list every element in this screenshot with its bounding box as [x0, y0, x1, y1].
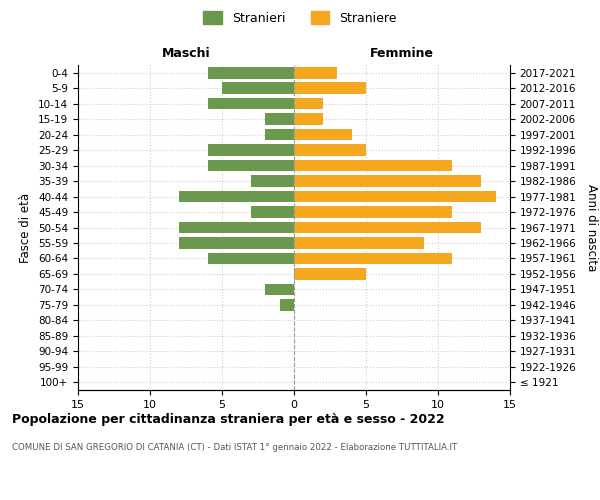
Bar	[208, 67, 294, 78]
Bar	[222, 82, 294, 94]
Bar	[265, 114, 294, 125]
Bar	[294, 98, 323, 110]
Bar	[294, 114, 323, 125]
Bar	[208, 252, 294, 264]
Bar	[294, 252, 452, 264]
Bar	[294, 144, 366, 156]
Bar	[294, 129, 352, 140]
Bar	[280, 299, 294, 310]
Y-axis label: Anni di nascita: Anni di nascita	[585, 184, 598, 271]
Bar	[294, 237, 424, 249]
Bar	[294, 82, 366, 94]
Bar	[179, 222, 294, 234]
Bar	[265, 284, 294, 295]
Text: Popolazione per cittadinanza straniera per età e sesso - 2022: Popolazione per cittadinanza straniera p…	[12, 412, 445, 426]
Bar	[294, 160, 452, 172]
Bar	[294, 67, 337, 78]
Bar	[208, 144, 294, 156]
Legend: Stranieri, Straniere: Stranieri, Straniere	[203, 11, 397, 25]
Bar	[294, 222, 481, 234]
Bar	[251, 206, 294, 218]
Bar	[265, 129, 294, 140]
Y-axis label: Fasce di età: Fasce di età	[19, 192, 32, 262]
Bar	[208, 98, 294, 110]
Text: COMUNE DI SAN GREGORIO DI CATANIA (CT) - Dati ISTAT 1° gennaio 2022 - Elaborazio: COMUNE DI SAN GREGORIO DI CATANIA (CT) -…	[12, 442, 457, 452]
Bar	[179, 237, 294, 249]
Bar	[294, 176, 481, 187]
Bar	[294, 268, 366, 280]
Text: Maschi: Maschi	[161, 47, 211, 60]
Bar	[208, 160, 294, 172]
Bar	[179, 190, 294, 202]
Bar	[294, 206, 452, 218]
Bar	[251, 176, 294, 187]
Bar	[294, 190, 496, 202]
Text: Femmine: Femmine	[370, 47, 434, 60]
